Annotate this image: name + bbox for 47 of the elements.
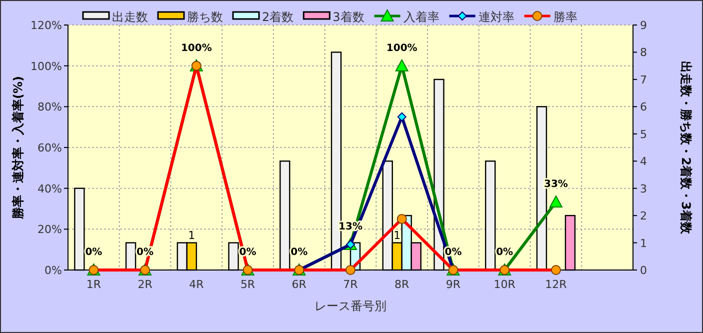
data-label: 0% [290,247,308,258]
point [397,112,406,122]
y-tick-label: 0% [44,264,62,277]
data-label: 0% [85,247,102,258]
x-tick-label: 2R [138,278,153,291]
legend-label: 出走数 [112,10,148,24]
legend-label: 3着数 [332,10,364,24]
y2-tick-label: 7 [640,73,647,86]
y2-tick-label: 0 [640,264,647,277]
x-tick-label: 12R [545,278,568,291]
x-tick-label: 8R [394,278,410,291]
legend-label: 連対率 [478,10,514,24]
data-label: 100% [386,42,418,54]
x-tick-label: 6R [292,278,307,291]
y2-tick-label: 3 [640,182,647,196]
y2-tick-label: 1 [640,236,647,250]
x-tick-label: 10R [494,278,516,291]
y2-tick-label: 5 [640,128,647,141]
y2-tick-label: 6 [640,100,647,114]
y2-tick-label: 8 [640,46,647,60]
y2-axis-title: 出走数・勝ち数・2着数・3着数 [679,61,693,235]
x-tick-label: 7R [343,278,358,291]
data-label: 1 [188,228,196,242]
x-tick-label: 9R [446,278,461,291]
legend-label: 2着数 [262,10,294,24]
x-tick-label: 1R [86,278,102,291]
x-axis-title: レース番号別 [314,299,386,313]
y-tick-label: 60% [38,142,62,154]
y-tick-label: 120% [30,19,62,32]
y2-tick-label: 4 [640,155,647,168]
x-tick-label: 4R [189,278,204,291]
legend-label: 勝率 [553,10,578,24]
legend-label: 勝ち数 [187,10,223,24]
y-tick-label: 40% [38,182,62,196]
point [395,59,408,72]
data-label: 1 [394,228,401,242]
y-axis-title: 勝率・連対率・入着率(%) [11,76,25,220]
y2-tick-label: 9 [640,19,647,32]
data-label: 100% [180,42,212,54]
x-tick-label: 5R [240,278,256,291]
y-tick-label: 100% [30,60,62,73]
point [549,196,562,208]
y-tick-label: 80% [38,100,62,114]
y2-tick-label: 2 [640,210,647,223]
legend-label: 入着率 [403,10,440,24]
data-label: 0% [496,247,514,258]
y-tick-label: 20% [38,223,62,236]
